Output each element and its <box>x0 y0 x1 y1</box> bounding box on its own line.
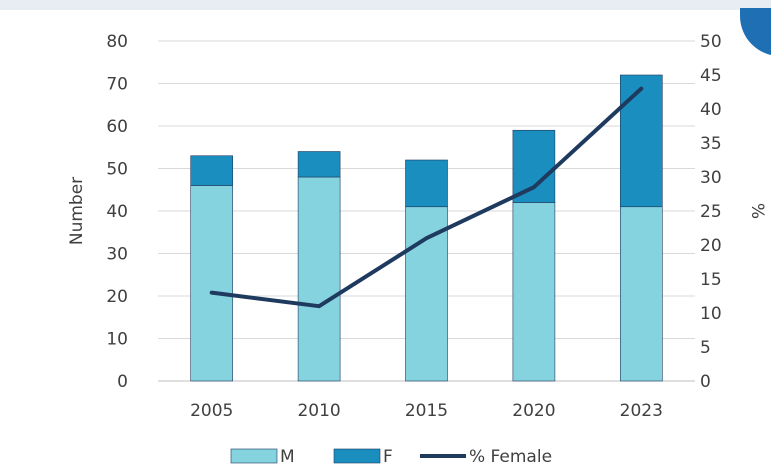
left-tick-label: 40 <box>106 202 128 222</box>
x-tick-label: 2020 <box>512 401 555 421</box>
x-axis-ticks: 2005 2010 2015 2020 2023 <box>190 401 663 421</box>
x-tick-label: 2005 <box>190 401 233 421</box>
left-tick-label: 0 <box>117 372 128 392</box>
left-tick-label: 70 <box>106 75 128 95</box>
legend-swatch-f <box>333 448 381 464</box>
line-point <box>639 87 643 91</box>
right-tick-label: 15 <box>700 270 722 290</box>
right-tick-label: 0 <box>700 372 711 392</box>
x-tick-label: 2010 <box>297 401 340 421</box>
right-axis-label: % <box>747 203 767 219</box>
left-axis-ticks: 0 10 20 30 40 50 60 70 80 <box>106 32 128 392</box>
line-point <box>425 236 428 240</box>
right-tick-label: 40 <box>700 100 722 120</box>
x-tick-label: 2015 <box>405 401 448 421</box>
left-tick-label: 10 <box>106 330 128 350</box>
right-tick-label: 10 <box>700 304 722 324</box>
right-tick-label: 30 <box>700 168 722 188</box>
left-tick-label: 60 <box>106 117 128 137</box>
bar-segment-f <box>405 159 448 208</box>
stacked-bars <box>190 74 663 382</box>
bar-segment-m <box>405 206 448 382</box>
bar-segment-f <box>190 155 233 186</box>
bar-segment-f <box>297 151 341 178</box>
left-tick-label: 80 <box>106 32 128 52</box>
x-tick-label: 2023 <box>620 401 663 421</box>
line-point <box>532 185 536 189</box>
legend-label-f: F <box>383 447 393 467</box>
right-tick-label: 5 <box>700 338 711 358</box>
legend: M F % Female <box>230 447 552 467</box>
legend-label-m: M <box>280 447 295 467</box>
legend-label-female-percent: % Female <box>469 447 552 467</box>
bar-segment-m <box>190 185 233 382</box>
legend-swatch-m <box>230 448 278 464</box>
bar-segment-m <box>619 206 663 382</box>
left-tick-label: 20 <box>106 287 128 307</box>
bar-segment-f <box>619 74 663 208</box>
left-tick-label: 50 <box>106 160 128 180</box>
line-point <box>210 291 214 295</box>
right-tick-label: 25 <box>700 202 722 222</box>
right-tick-label: 45 <box>700 66 722 86</box>
right-axis-ticks: 0 5 10 15 20 25 30 35 40 45 50 <box>700 32 722 392</box>
female-percent-line <box>209 86 644 309</box>
right-tick-label: 20 <box>700 236 722 256</box>
bar-segment-m <box>297 176 341 382</box>
bar-segment-m <box>512 202 556 382</box>
bar-segment-f <box>512 129 556 203</box>
right-tick-label: 50 <box>700 32 722 52</box>
left-tick-label: 30 <box>106 245 128 265</box>
left-axis-label: Number <box>67 177 87 245</box>
right-tick-label: 35 <box>700 134 722 154</box>
line-point <box>317 304 321 308</box>
